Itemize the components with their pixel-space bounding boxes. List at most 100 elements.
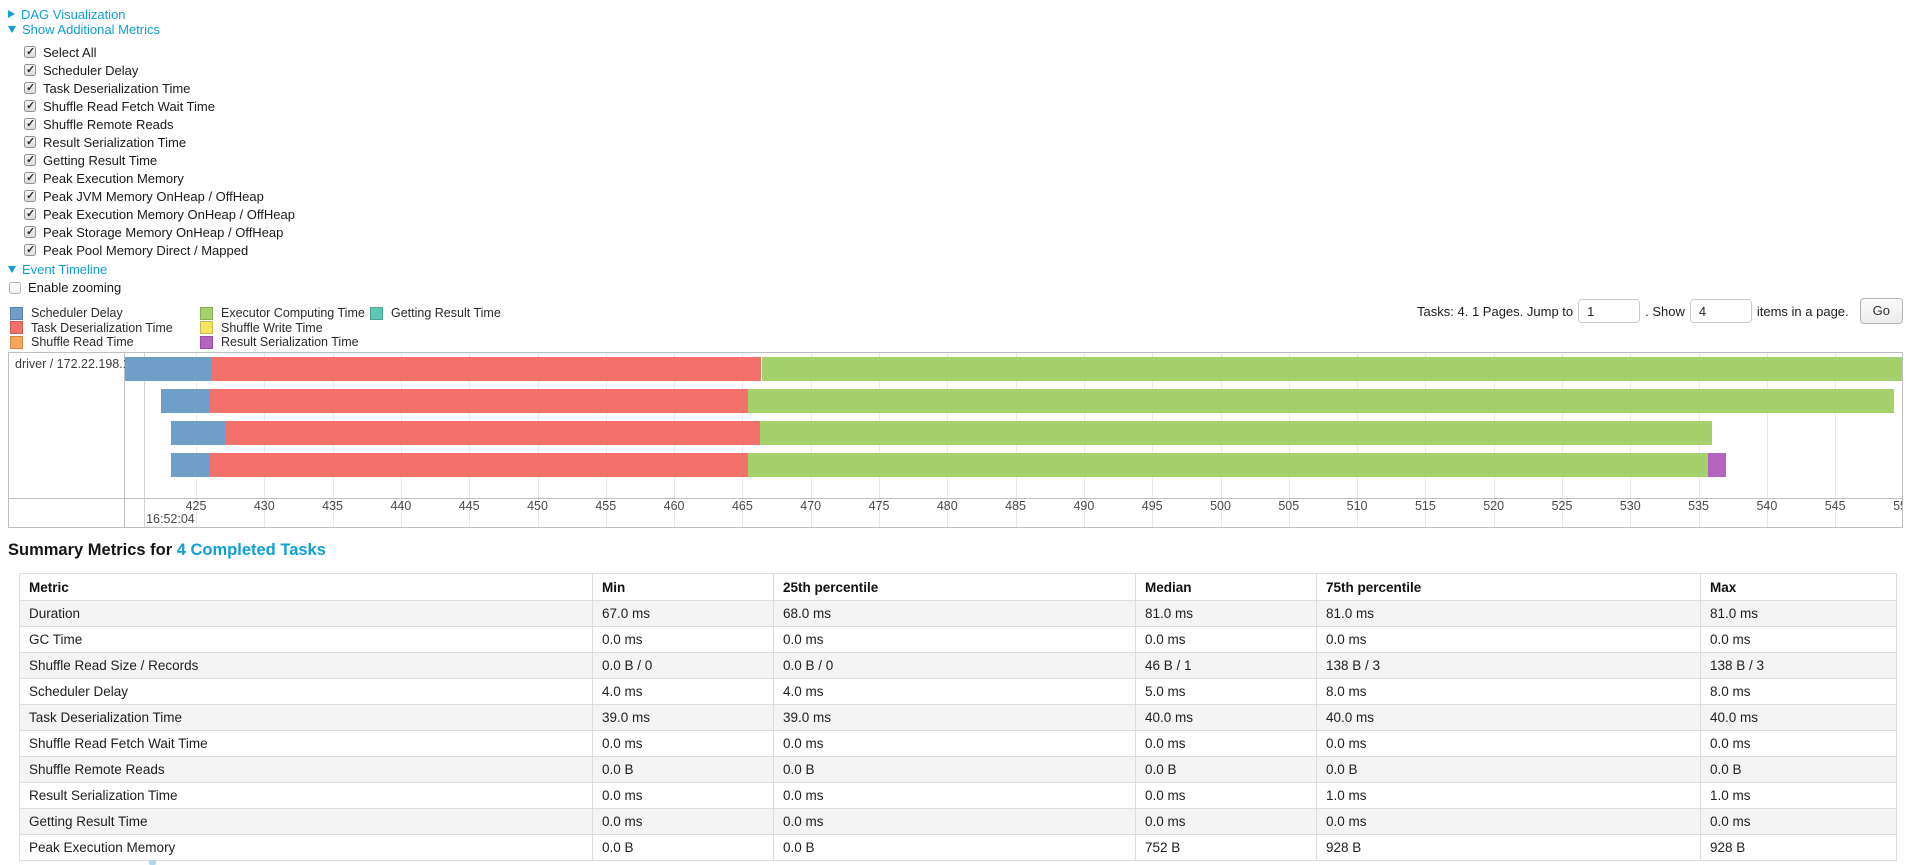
axis-tick-label: 525 (1551, 499, 1573, 513)
event-timeline-chart: driver / 172.22.198.104 425 430 435 440 445 4… (8, 352, 1903, 528)
checkbox-label: Shuffle Remote Reads (43, 116, 174, 132)
legend-swatch-getting-result (370, 306, 383, 320)
metric-value-cell: 40.0 ms (1700, 704, 1897, 731)
gridline (1766, 353, 1768, 527)
enable-zooming-checkbox[interactable] (9, 281, 21, 294)
metric-value-cell: 0.0 B / 0 (773, 652, 1136, 679)
timeline-plot[interactable]: 425 430 435 440 445 450 455 460 465 470 475 480 485 4… (125, 353, 1902, 527)
metric-value-cell: 1.0 ms (1700, 782, 1897, 809)
metric-value-cell: 0.0 ms (592, 626, 774, 653)
checkbox[interactable] (24, 81, 36, 94)
metric-checkbox-item[interactable]: Select All (24, 43, 295, 61)
column-header: 25th percentile (773, 573, 1136, 601)
checkbox[interactable] (24, 45, 36, 58)
metric-name-cell: Duration (19, 600, 593, 627)
metric-checkbox-item[interactable]: Peak Execution Memory (24, 169, 295, 187)
metric-checkbox-item[interactable]: Shuffle Read Fetch Wait Time (24, 97, 295, 115)
column-header: Metric (19, 573, 593, 601)
axis-tick-label: 530 (1619, 499, 1641, 513)
completed-tasks-link[interactable]: 4 Completed Tasks (176, 541, 326, 559)
checkbox[interactable] (24, 171, 36, 184)
segment-task-deserialization[interactable] (209, 389, 748, 413)
jump-to-page-input[interactable] (1578, 299, 1641, 323)
pagination-show-label: . Show (1645, 303, 1685, 319)
segment-task-deserialization[interactable] (224, 421, 761, 445)
axis-tick-label: 520 (1483, 499, 1505, 513)
metric-checkbox-item[interactable]: Shuffle Remote Reads (24, 115, 295, 133)
legend-swatch-result-serialization (200, 335, 213, 349)
axis-tick-label: 490 (1073, 499, 1095, 513)
legend-item: Shuffle Write Time (200, 321, 370, 336)
summary-metrics-heading: Summary Metrics for 4 Completed Tasks (8, 541, 326, 560)
segment-task-deserialization[interactable] (212, 357, 762, 381)
metric-value-cell: 5.0 ms (1135, 678, 1317, 705)
checkbox[interactable] (24, 153, 36, 166)
segment-result-serialization[interactable] (1708, 453, 1726, 477)
axis-tick-label: 485 (1005, 499, 1027, 513)
metric-value-cell: 0.0 ms (1135, 626, 1317, 653)
table-row: GC Time 0.0 ms 0.0 ms 0.0 ms 0.0 ms 0.0 ms (19, 626, 1897, 653)
checkbox-label: Scheduler Delay (43, 62, 139, 78)
checkbox[interactable] (24, 243, 36, 256)
segment-scheduler-delay[interactable] (171, 453, 210, 477)
metric-value-cell: 928 B (1700, 834, 1897, 861)
segment-scheduler-delay[interactable] (125, 357, 213, 381)
table-row: Peak Execution Memory 0.0 B 0.0 B 752 B 928 … (19, 834, 1897, 861)
checkbox[interactable] (24, 225, 36, 238)
axis-tick-label: 500 (1210, 499, 1231, 513)
legend-column: Executor Computing Time Shuffle Write Tim… (200, 306, 370, 350)
metric-checkbox-item[interactable]: Peak JVM Memory OnHeap / OffHeap (24, 187, 295, 205)
table-row: Shuffle Read Size / Records 0.0 B / 0 0.0 … (19, 652, 1897, 679)
checkbox[interactable] (24, 117, 36, 130)
metric-checkbox-item[interactable]: Peak Execution Memory OnHeap / OffHeap (24, 205, 295, 223)
metric-checkbox-item[interactable]: Peak Storage Memory OnHeap / OffHeap (24, 223, 295, 241)
chevron-down-icon (8, 25, 16, 33)
checkbox-label: Result Serialization Time (43, 134, 187, 150)
task-pagination: Tasks: 4. 1 Pages. Jump to . Show items … (1417, 295, 1903, 327)
table-row: Getting Result Time 0.0 ms 0.0 ms 0.0 ms 0.0… (19, 808, 1897, 835)
checkbox[interactable] (24, 63, 36, 76)
segment-executor-computing[interactable] (760, 421, 1713, 445)
legend-item: Scheduler Delay (10, 306, 200, 321)
legend-item: Task Deserialization Time (10, 321, 200, 336)
segment-scheduler-delay[interactable] (171, 421, 225, 445)
legend-label: Result Serialization Time (221, 335, 359, 350)
metric-checkbox-item[interactable]: Scheduler Delay (24, 61, 295, 79)
enable-zooming-label: Enable zooming (28, 280, 122, 295)
segment-executor-computing[interactable] (761, 357, 1902, 381)
metric-value-cell: 67.0 ms (592, 600, 774, 627)
metric-checkbox-item[interactable]: Task Deserialization Time (24, 79, 295, 97)
checkbox[interactable] (24, 135, 36, 148)
checkbox[interactable] (24, 207, 36, 220)
segment-scheduler-delay[interactable] (160, 389, 210, 413)
metric-checkbox-item[interactable]: Result Serialization Time (24, 133, 295, 151)
event-timeline-toggle[interactable]: Event Timeline (8, 261, 107, 277)
axis-tick-label: 435 (322, 499, 344, 513)
table-row: Shuffle Read Fetch Wait Time 0.0 ms 0.0 ms… (19, 730, 1897, 757)
show-additional-metrics-toggle[interactable]: Show Additional Metrics (8, 21, 160, 37)
segment-task-deserialization[interactable] (209, 453, 748, 477)
metric-value-cell: 0.0 ms (1316, 626, 1701, 653)
chevron-right-icon (8, 10, 15, 18)
metric-value-cell: 0.0 ms (773, 782, 1136, 809)
metric-value-cell: 81.0 ms (1316, 600, 1701, 627)
checkbox[interactable] (24, 189, 36, 202)
go-button[interactable]: Go (1859, 298, 1903, 324)
timeline-legend: Scheduler Delay Task Deserialization Time… (10, 306, 501, 350)
legend-item: Result Serialization Time (200, 335, 370, 350)
metric-value-cell: 752 B (1135, 834, 1317, 861)
items-per-page-input[interactable] (1689, 299, 1752, 323)
metric-value-cell: 0.0 ms (773, 626, 1136, 653)
segment-executor-computing[interactable] (747, 453, 1709, 477)
metric-checkbox-item[interactable]: Peak Pool Memory Direct / Mapped (24, 241, 295, 259)
segment-executor-computing[interactable] (747, 389, 1894, 413)
metric-checkbox-item[interactable]: Getting Result Time (24, 151, 295, 169)
checkbox-label: Peak Pool Memory Direct / Mapped (43, 242, 249, 258)
enable-zooming-checkbox-row[interactable]: Enable zooming (9, 280, 121, 295)
metric-value-cell: 0.0 B (773, 756, 1136, 783)
metric-value-cell: 0.0 ms (592, 808, 774, 835)
checkbox[interactable] (24, 99, 36, 112)
metric-name-cell: Shuffle Read Fetch Wait Time (19, 730, 593, 757)
metric-value-cell: 0.0 ms (1700, 730, 1897, 757)
dag-visualization-toggle[interactable]: DAG Visualization (8, 6, 126, 22)
